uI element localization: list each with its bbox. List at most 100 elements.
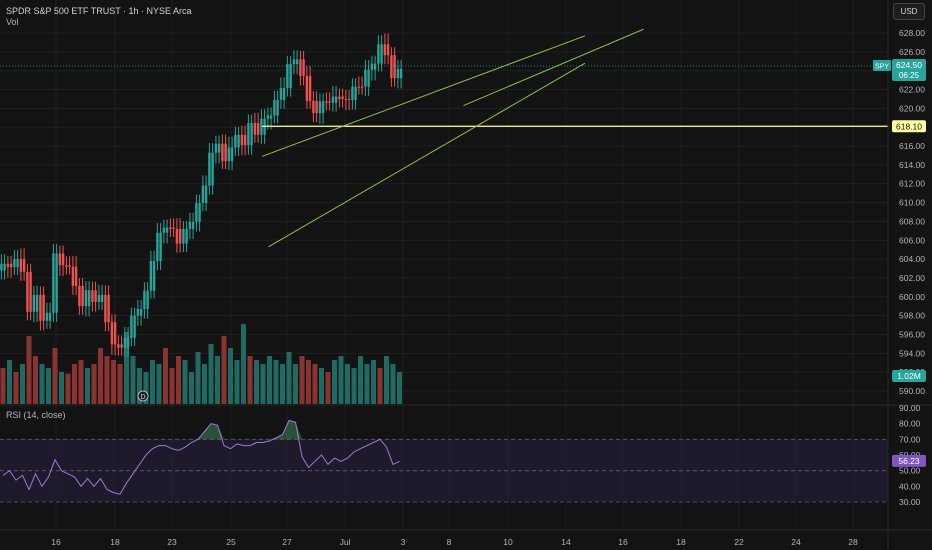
volume-bar [65, 373, 71, 404]
candle-body [61, 253, 65, 266]
candle-body [373, 63, 377, 70]
currency-button[interactable]: USD [893, 3, 925, 20]
candle-body [91, 290, 94, 302]
channel-upper-line [261, 35, 586, 157]
price-tick-label: 600.00 [899, 292, 925, 302]
time-tick-label: 25 [226, 537, 236, 547]
volume-bar [234, 360, 240, 404]
candle-body [390, 55, 393, 79]
volume-bar [46, 368, 51, 404]
time-tick-label: 18 [676, 537, 686, 547]
rsi-tick-label: 30.00 [899, 497, 921, 507]
candle-body [279, 88, 283, 100]
candle-body [393, 55, 396, 79]
price-tick-label: 604.00 [899, 254, 925, 264]
volume-bar [169, 368, 175, 404]
volume-label: Vol [6, 17, 19, 27]
candle-body [78, 285, 81, 307]
volume-bar [286, 352, 292, 404]
candle-body [188, 221, 192, 229]
rsi-label: RSI (14, close) [6, 410, 66, 420]
rsi-tick-label: 50.00 [899, 466, 921, 476]
candle-body [308, 75, 312, 101]
price-tick-label: 610.00 [899, 198, 925, 208]
level-badge [892, 120, 926, 133]
volume-bar [20, 364, 25, 404]
candle-body [237, 134, 240, 148]
candle-body [367, 69, 370, 87]
time-tick-label: 16 [618, 537, 628, 547]
candle-body [364, 69, 367, 87]
candle-body [230, 147, 234, 162]
candle-body [185, 228, 188, 244]
volume-bar [189, 372, 194, 404]
candle-body [165, 227, 169, 233]
rsi-tick-label: 40.00 [899, 481, 921, 491]
candle-body [195, 203, 198, 222]
candle-body [35, 294, 39, 312]
volume-bar [215, 356, 220, 404]
last-price-text: 624.50 [896, 60, 922, 70]
candle-body [354, 86, 357, 100]
volume-bar [351, 368, 357, 404]
channel-lower-line [268, 62, 586, 248]
candle-body [380, 44, 383, 64]
candle-body [97, 294, 101, 302]
price-tick-label: 594.00 [899, 348, 925, 358]
time-tick-label: 3 [401, 537, 406, 547]
price-tick-label: 598.00 [899, 311, 925, 321]
candle-body [100, 294, 104, 302]
volume-bar [312, 364, 318, 404]
time-tick-label: 18 [110, 537, 120, 547]
time-tick-label: 27 [282, 537, 292, 547]
candle-body [302, 59, 305, 76]
candle-body [149, 260, 153, 291]
candle-body [399, 68, 403, 79]
candle-body [159, 232, 162, 261]
price-tick-label: 590.00 [899, 386, 925, 396]
price-tick-label: 614.00 [899, 160, 925, 170]
time-tick-label: 23 [167, 537, 177, 547]
volume-bar [104, 356, 110, 404]
time-tick-label: Jul [340, 537, 351, 547]
candle-body [396, 68, 400, 79]
price-tick-label: 608.00 [899, 216, 925, 226]
volume-bar [182, 360, 188, 404]
volume-bar [377, 368, 383, 404]
time-tick-label: 10 [503, 537, 513, 547]
candle-body [172, 227, 175, 229]
candle-body [52, 253, 55, 313]
candle-body [347, 98, 351, 100]
candle-body [48, 312, 52, 321]
symbol-badge [873, 59, 891, 71]
candle-body [221, 143, 224, 162]
volume-bar [117, 364, 123, 404]
candle-body [224, 143, 227, 162]
candle-body [198, 203, 201, 222]
volume-bar [293, 364, 298, 404]
candle-body [0, 263, 3, 271]
candle-body [146, 290, 149, 310]
last-price-badge [892, 58, 926, 81]
candle-body [143, 290, 146, 310]
price-tick-label: 612.00 [899, 179, 925, 189]
volume-bar [325, 372, 331, 404]
volume-bar [111, 360, 116, 404]
rsi-tick-label: 80.00 [899, 419, 921, 429]
dividend-marker-label: D [140, 394, 145, 401]
candle-body [169, 227, 172, 229]
dividend-marker [137, 390, 149, 402]
candle-body [318, 101, 322, 114]
candle-body [130, 315, 133, 338]
candle-body [94, 290, 97, 302]
volume-bar [260, 364, 266, 404]
candle-body [81, 285, 84, 307]
price-tick-label: 596.00 [899, 329, 925, 339]
candle-body [269, 115, 273, 119]
price-tick-label: 620.00 [899, 103, 925, 113]
candle-body [286, 64, 289, 89]
candle-body [312, 100, 315, 114]
volume-bar [150, 360, 155, 404]
candle-body [123, 337, 127, 348]
